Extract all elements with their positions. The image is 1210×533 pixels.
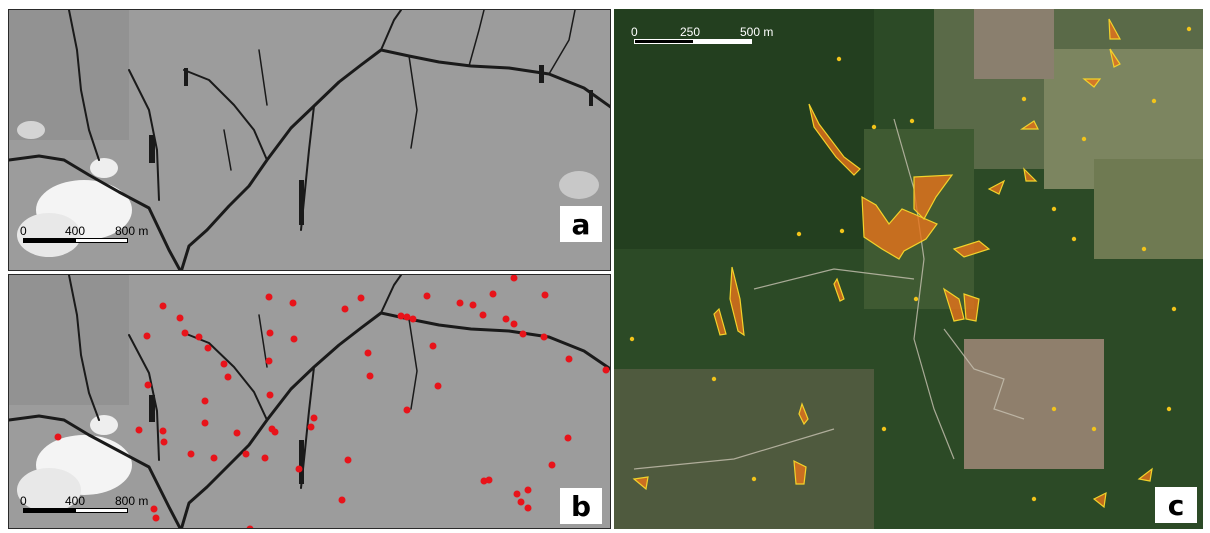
panel-label-b: b [560,488,602,524]
landslide-point [54,433,62,441]
landslide-point [344,456,352,464]
landslide-point [310,414,318,422]
landslide-point [266,391,274,399]
landslide-point [220,360,228,368]
landslide-point [224,373,232,381]
scale-label-0: 0 [20,224,27,238]
landslide-point [403,313,411,321]
landslide-point [159,302,167,310]
grayscale-terrain-map [9,10,610,270]
landslide-point [150,505,158,513]
landslide-point [195,333,203,341]
landslide-point [271,428,279,436]
landslide-point [143,332,151,340]
landslide-point [307,423,315,431]
landslide-point [341,305,349,313]
scale-bar-c: 0 250 500 m [631,25,773,44]
landslide-point [510,320,518,328]
landslide-point [602,366,610,374]
landslide-point [357,294,365,302]
landslide-point [135,426,143,434]
landslide-point [469,301,477,309]
landslide-point [510,275,518,282]
landslide-point [456,299,464,307]
landslide-point [519,330,527,338]
landslide-point [517,498,525,506]
scale-label-400: 400 [65,224,86,238]
landslide-points-layer [54,275,610,528]
landslide-point [181,329,189,337]
landslide-point [160,438,168,446]
landslide-point [423,292,431,300]
landslide-point [152,514,160,522]
landslide-point [489,290,497,298]
landslide-point [201,397,209,405]
landslide-point [233,429,241,437]
landslide-point [513,490,521,498]
landslide-point [187,450,195,458]
map-panel-a: 0 400 800 m a [8,9,611,271]
scale-label-400: 400 [65,494,86,508]
landslide-point [364,349,372,357]
panel-label-a: a [560,206,602,242]
landslide-point [565,355,573,363]
map-panel-c: 0 250 500 m c [614,9,1203,529]
landslide-point [397,312,405,320]
scale-label-0: 0 [631,25,638,39]
landslide-point [242,450,250,458]
landslide-point [289,299,297,307]
landslide-point [524,504,532,512]
landslide-point [502,315,510,323]
landslide-point [159,427,167,435]
landslide-point [548,461,556,469]
landslide-point [541,291,549,299]
scale-bar-b: 0 400 800 m [20,494,148,513]
landslide-point [144,381,152,389]
landslide-point [246,525,254,528]
scale-label-250: 250 [680,25,701,39]
landslide-point [409,315,417,323]
landslide-point [429,342,437,350]
scale-label-0: 0 [20,494,27,508]
landslide-point [524,486,532,494]
scale-bar-a: 0 400 800 m [20,224,148,243]
map-panel-b: 0 400 800 m b [8,274,611,529]
landslide-point [290,335,298,343]
landslide-point [266,329,274,337]
panel-label-c: c [1155,487,1197,523]
landslide-point [485,476,493,484]
landslide-point [338,496,346,504]
landslide-point [434,382,442,390]
landslide-point [403,406,411,414]
landslide-point [366,372,374,380]
grayscale-terrain-map-with-points [9,275,610,528]
landslide-point [265,357,273,365]
landslide-point [204,344,212,352]
landslide-point [176,314,184,322]
scale-label-800: 800 m [115,494,149,508]
landslide-point [564,434,572,442]
landslide-point [540,333,548,341]
landslide-point [261,454,269,462]
landslide-point [295,465,303,473]
scale-label-800: 800 m [115,224,149,238]
landslide-point [201,419,209,427]
landslide-point [210,454,218,462]
landslide-point [479,311,487,319]
satellite-imagery-map [614,9,1203,529]
scale-label-500: 500 m [740,25,774,39]
landslide-point [265,293,273,301]
